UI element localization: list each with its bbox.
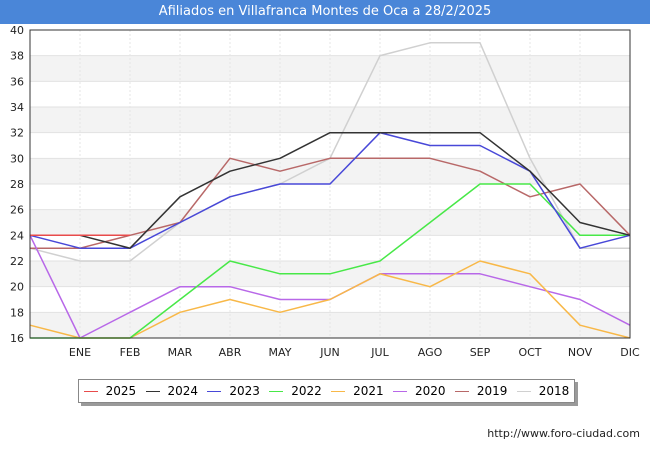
y-axis-ticks: 16 18 20 22 24 26 28 30 32 34 36 38 40 — [10, 24, 24, 345]
y-tick-label: 40 — [10, 24, 24, 37]
y-tick-label: 34 — [10, 101, 24, 114]
x-tick-label: FEB — [120, 346, 141, 359]
x-tick-label: DIC — [620, 346, 640, 359]
plot-frame — [29, 29, 631, 339]
plot-band — [30, 312, 630, 338]
legend-swatch — [393, 390, 408, 392]
x-tick-label: OCT — [518, 346, 541, 359]
x-tick-label: NOV — [568, 346, 593, 359]
y-tick-label: 16 — [10, 332, 24, 345]
chart-title: Afiliados en Villafranca Montes de Oca a… — [0, 0, 650, 24]
legend-label: 2023 — [229, 384, 260, 398]
legend-item-2022: 2022 — [269, 384, 322, 398]
x-tick-label: MAY — [269, 346, 292, 359]
legend-item-2018: 2018 — [516, 384, 570, 398]
legend-item-2024: 2024 — [145, 384, 199, 398]
legend: 2025 2024 2023 2022 2021 2020 2019 2018 — [78, 379, 575, 403]
y-tick-label: 32 — [10, 127, 24, 140]
line-chart: 16 18 20 22 24 26 28 30 32 34 36 38 40 ENE FEB MAR ABR M… — [10, 24, 640, 359]
x-tick-label: JUL — [370, 346, 389, 359]
y-tick-label: 26 — [10, 204, 24, 217]
legend-swatch — [145, 390, 160, 392]
legend-label: 2019 — [476, 384, 508, 398]
y-tick-label: 22 — [10, 255, 24, 268]
x-tick-label: SEP — [470, 346, 491, 359]
legend-label: 2020 — [415, 384, 446, 398]
legend-label: 2025 — [105, 384, 137, 398]
legend-item-2021: 2021 — [331, 384, 384, 398]
legend-item-2019: 2019 — [454, 384, 508, 398]
y-tick-label: 24 — [10, 229, 24, 242]
y-tick-label: 36 — [10, 75, 24, 88]
legend-swatch — [454, 390, 469, 392]
x-axis-ticks: ENE FEB MAR ABR MAY JUN JUL AGO SEP OCT NOV DIC — [69, 346, 640, 359]
y-tick-label: 30 — [10, 152, 24, 165]
legend-item-2023: 2023 — [207, 384, 260, 398]
legend-swatch — [83, 390, 98, 392]
legend-label: 2021 — [353, 384, 384, 398]
legend-swatch — [516, 390, 531, 392]
legend-swatch — [207, 390, 222, 392]
legend-swatch — [269, 390, 284, 392]
legend-swatch — [331, 390, 346, 392]
y-tick-label: 20 — [10, 281, 24, 294]
legend-label: 2024 — [167, 384, 199, 398]
series-lines — [29, 42, 631, 339]
x-tick-label: ENE — [69, 346, 91, 359]
x-tick-label: JUN — [319, 346, 340, 359]
y-tick-label: 38 — [10, 50, 24, 63]
legend-item-2020: 2020 — [393, 384, 446, 398]
series-line-2024 — [30, 131, 631, 249]
x-tick-label: MAR — [168, 346, 193, 359]
legend-label: 2022 — [291, 384, 322, 398]
y-tick-label: 28 — [10, 178, 24, 191]
legend-label: 2018 — [538, 384, 570, 398]
y-tick-label: 18 — [10, 306, 24, 319]
source-credit: http://www.foro-ciudad.com — [487, 427, 640, 440]
x-tick-label: ABR — [219, 346, 242, 359]
x-tick-label: AGO — [418, 346, 443, 359]
legend-item-2025: 2025 — [83, 384, 137, 398]
